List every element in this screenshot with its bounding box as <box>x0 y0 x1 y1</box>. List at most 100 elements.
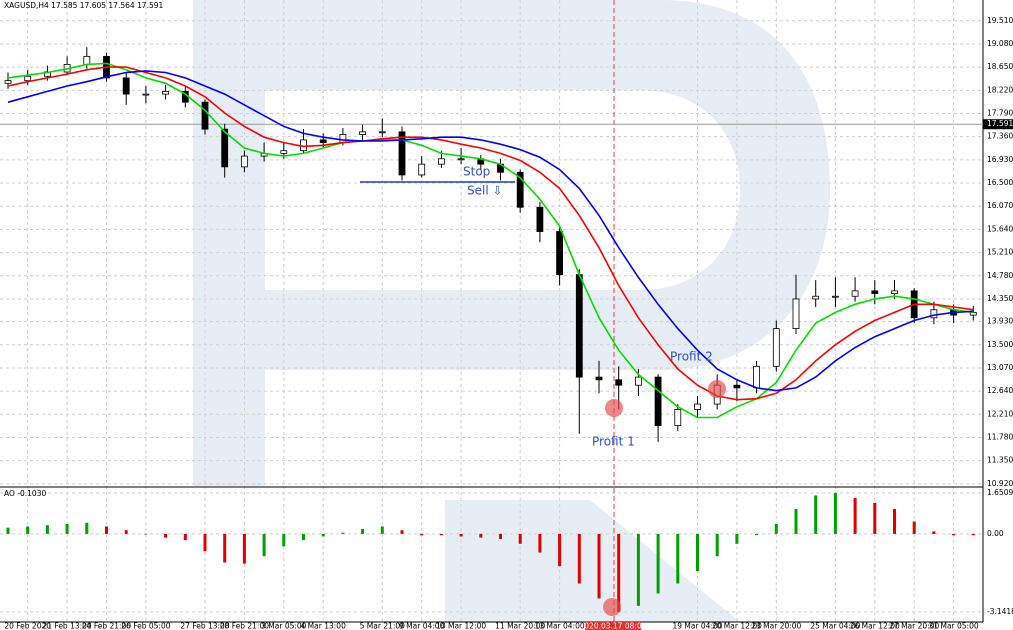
ao-bar <box>85 522 89 534</box>
ao-bar <box>952 533 956 536</box>
annotation: Profit 2 <box>670 350 713 364</box>
y-tick-label: 10.920 <box>987 479 1013 488</box>
ao-bar <box>636 533 640 606</box>
ao-bar <box>26 526 30 534</box>
x-tick-label: 23 Mar 20:00 <box>751 622 801 630</box>
candle-body <box>83 55 91 65</box>
y-tick-label: 11.780 <box>987 432 1013 441</box>
x-tick-label: 9 Mar 04:00 <box>399 622 445 630</box>
candle-body <box>221 128 229 168</box>
y-tick-label: 13.930 <box>987 317 1013 326</box>
ao-bar <box>912 521 916 534</box>
x-tick-label: 13 Mar 04:00 <box>535 622 585 630</box>
ao-bar <box>420 533 424 536</box>
candle-body <box>142 93 150 96</box>
candle-body <box>359 131 367 135</box>
ao-bar <box>380 526 384 534</box>
x-tick-label: 3 Mar 05:00 <box>261 622 307 630</box>
x-tick-label: 21 Feb 13:00 <box>42 622 91 630</box>
candle-body <box>4 80 12 84</box>
candle-body <box>575 274 583 378</box>
x-tick-label: 26 Feb 05:00 <box>121 622 170 630</box>
y-tick-label: 18.650 <box>987 62 1013 71</box>
ao-bar <box>814 495 818 534</box>
ao-bar <box>203 533 207 552</box>
candle-body <box>595 376 603 381</box>
candle-body <box>280 150 288 154</box>
candle-body <box>969 312 977 316</box>
y-tick-label: 0.00 <box>987 529 1004 538</box>
indicator-title: AO -0.1030 <box>4 489 46 498</box>
moving-average <box>7 62 974 419</box>
x-tick-label: 10 Mar 12:00 <box>436 622 486 630</box>
x-tick-label: 28 Feb 21:00 <box>220 622 269 630</box>
y-tick-label: 19.510 <box>987 16 1013 25</box>
y-tick-label: 13.500 <box>987 340 1013 349</box>
ao-bar <box>65 523 69 534</box>
y-tick-label: 16.930 <box>987 155 1013 164</box>
candle-body <box>832 295 839 298</box>
candle-body <box>733 384 741 389</box>
price-label: 17.591 <box>987 119 1013 128</box>
candle-body <box>437 158 445 165</box>
moving-average <box>7 66 974 401</box>
ao-bar <box>6 527 10 534</box>
y-tick-label: 15.640 <box>987 224 1013 233</box>
ao-bar <box>439 533 443 536</box>
x-tick-label: 27 Feb 13:00 <box>180 622 229 630</box>
ao-bar <box>617 533 621 612</box>
candle-body <box>319 139 327 144</box>
annotation: Sell ⇩ <box>467 184 503 198</box>
ao-bar <box>715 533 719 557</box>
candle-body <box>654 376 662 427</box>
x-tick-label: 5 Mar 21:00 <box>360 622 406 630</box>
ao-bar <box>262 533 266 557</box>
x-tick-label: 31 Mar 05:00 <box>929 622 979 630</box>
x-tick-label: 20 Feb 2020 <box>4 622 51 630</box>
candle-body <box>418 163 426 176</box>
ao-bar <box>833 492 837 534</box>
ao-bar <box>144 533 148 535</box>
candle-body <box>24 75 32 82</box>
y-tick-label: 11.350 <box>987 456 1013 465</box>
ao-bar <box>853 497 857 534</box>
candle-body <box>930 309 938 319</box>
ao-bar <box>696 533 699 572</box>
cursor-label: 2020.03.17 08:00 <box>580 622 647 630</box>
grid <box>0 0 983 622</box>
ao-bar <box>321 533 325 537</box>
y-tick-label: 14.350 <box>987 294 1013 303</box>
ao-bar <box>223 533 227 563</box>
plot <box>0 47 983 612</box>
y-tick-label: 16.500 <box>987 178 1013 187</box>
x-tick-label: 27 Mar 20:00 <box>889 622 939 630</box>
candle-body <box>772 328 780 367</box>
ao-bar <box>932 531 936 534</box>
ao-bar <box>735 533 739 544</box>
ao-bar <box>282 533 286 547</box>
candle-body <box>891 290 898 294</box>
x-tick-label: 20 Mar 12:00 <box>712 622 762 630</box>
ao-bar <box>755 533 759 536</box>
ao-bar <box>558 533 562 567</box>
profit-marker <box>708 380 726 398</box>
ao-bar <box>676 533 680 584</box>
ao-bar <box>459 533 463 537</box>
ao-bar <box>302 533 305 541</box>
candle-body <box>812 295 820 300</box>
x-tick-label: 19 Mar 04:00 <box>672 622 722 630</box>
ao-bar <box>893 509 896 534</box>
candle-body <box>753 365 760 389</box>
y-tick-label: 13.070 <box>987 363 1013 372</box>
ao-bar <box>341 532 345 534</box>
ao-bar <box>183 533 187 541</box>
y-tick-label: -3.1418 <box>987 607 1013 616</box>
y-tick-label: 19.080 <box>987 39 1013 48</box>
x-tick-label: 25 Mar 04:00 <box>810 622 860 630</box>
y-tick-label: 1.6509 <box>987 488 1013 497</box>
y-tick-label: 12.210 <box>987 409 1013 418</box>
y-tick-label: 17.790 <box>987 109 1013 118</box>
ao-bar <box>518 533 522 544</box>
ao-bar <box>597 533 601 599</box>
candle-body <box>201 101 209 130</box>
